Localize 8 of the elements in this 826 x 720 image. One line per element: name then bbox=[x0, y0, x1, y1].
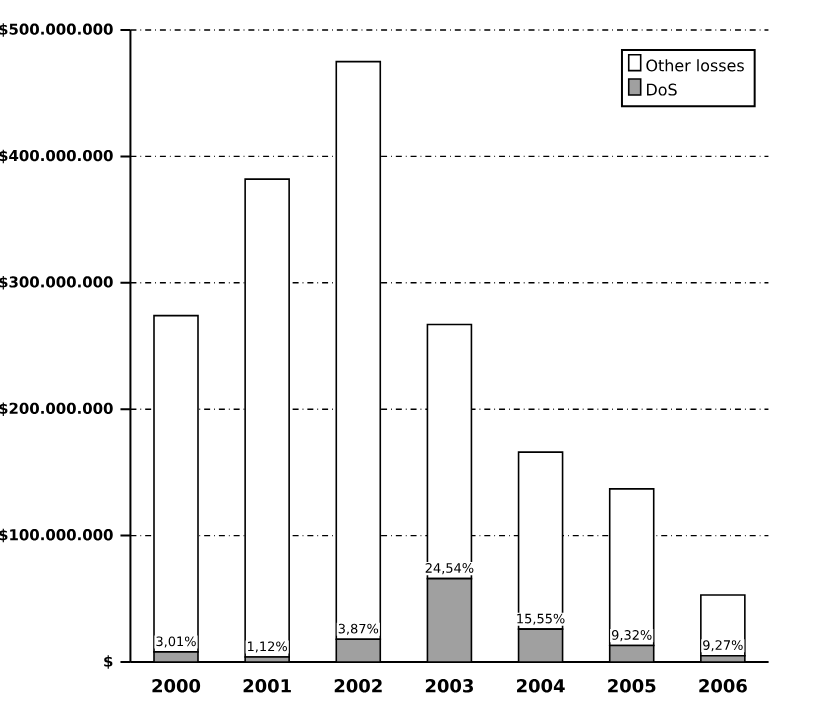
x-tick-label: 2001 bbox=[243, 679, 291, 693]
x-tick-label: 2004 bbox=[517, 679, 565, 693]
x-tick-label: 2002 bbox=[334, 679, 382, 693]
bar bbox=[244, 178, 290, 658]
x-tick-label: 2005 bbox=[608, 679, 656, 693]
x-tick-label: 2003 bbox=[425, 679, 473, 693]
x-tick-label: 2006 bbox=[699, 679, 747, 693]
x-tick-label: 2000 bbox=[152, 679, 201, 693]
